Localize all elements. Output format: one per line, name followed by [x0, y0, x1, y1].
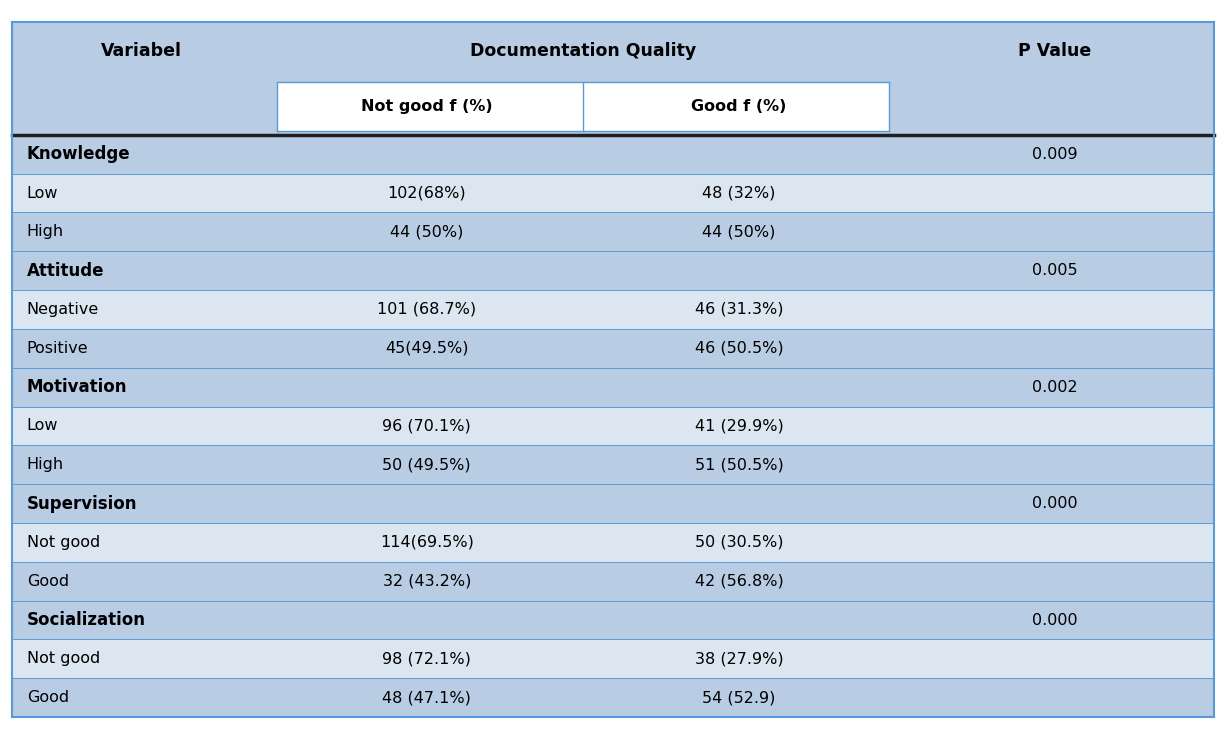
Text: Attitude: Attitude — [27, 261, 104, 279]
Text: 101 (68.7%): 101 (68.7%) — [378, 302, 477, 317]
Text: Supervision: Supervision — [27, 495, 137, 512]
Text: 96 (70.1%): 96 (70.1%) — [383, 418, 471, 433]
Text: 54 (52.9): 54 (52.9) — [702, 690, 776, 705]
Text: High: High — [27, 457, 64, 472]
Text: 32 (43.2%): 32 (43.2%) — [383, 574, 471, 589]
Text: 41 (29.9%): 41 (29.9%) — [695, 418, 783, 433]
Bar — [12, 678, 1214, 717]
Text: 42 (56.8%): 42 (56.8%) — [695, 574, 783, 589]
Text: 44 (50%): 44 (50%) — [702, 224, 776, 239]
Text: 0.005: 0.005 — [1032, 263, 1078, 278]
Text: 38 (27.9%): 38 (27.9%) — [695, 651, 783, 666]
Bar — [12, 562, 1214, 601]
Text: Documentation Quality: Documentation Quality — [470, 42, 696, 60]
Text: 45(49.5%): 45(49.5%) — [385, 341, 468, 356]
Text: Negative: Negative — [27, 302, 99, 317]
Text: Not good: Not good — [27, 535, 101, 550]
Text: Good: Good — [27, 690, 69, 705]
Text: 48 (32%): 48 (32%) — [702, 185, 776, 200]
Bar — [12, 251, 1214, 290]
Bar — [277, 82, 889, 131]
Text: 51 (50.5%): 51 (50.5%) — [695, 457, 783, 472]
Text: 44 (50%): 44 (50%) — [390, 224, 463, 239]
Bar — [12, 601, 1214, 639]
Text: 0.009: 0.009 — [1032, 146, 1078, 161]
Text: 50 (49.5%): 50 (49.5%) — [383, 457, 471, 472]
Bar — [12, 290, 1214, 329]
Bar — [12, 212, 1214, 251]
Bar — [12, 329, 1214, 368]
Bar — [12, 639, 1214, 678]
Bar — [12, 134, 1214, 173]
Text: P Value: P Value — [1018, 42, 1091, 60]
Text: 0.000: 0.000 — [1032, 613, 1078, 627]
Text: 0.002: 0.002 — [1032, 379, 1078, 394]
Bar — [12, 406, 1214, 445]
Text: Knowledge: Knowledge — [27, 145, 130, 163]
Text: Socialization: Socialization — [27, 611, 146, 629]
Text: Variabel: Variabel — [101, 42, 181, 60]
Text: Good: Good — [27, 574, 69, 589]
Text: 102(68%): 102(68%) — [387, 185, 466, 200]
Text: 50 (30.5%): 50 (30.5%) — [695, 535, 783, 550]
Text: Not good f (%): Not good f (%) — [360, 99, 493, 114]
Text: 46 (50.5%): 46 (50.5%) — [695, 341, 783, 356]
Text: 0.000: 0.000 — [1032, 496, 1078, 511]
Bar — [12, 368, 1214, 406]
Text: Positive: Positive — [27, 341, 88, 356]
Text: Low: Low — [27, 185, 58, 200]
Bar — [12, 523, 1214, 562]
Text: High: High — [27, 224, 64, 239]
Bar — [12, 484, 1214, 523]
Text: Not good: Not good — [27, 651, 101, 666]
Text: 114(69.5%): 114(69.5%) — [380, 535, 473, 550]
Text: 98 (72.1%): 98 (72.1%) — [383, 651, 471, 666]
Text: 48 (47.1%): 48 (47.1%) — [383, 690, 471, 705]
Bar — [12, 445, 1214, 484]
Text: Good f (%): Good f (%) — [691, 99, 787, 114]
Text: 46 (31.3%): 46 (31.3%) — [695, 302, 783, 317]
Text: Motivation: Motivation — [27, 378, 128, 396]
Bar — [12, 78, 1214, 134]
Bar — [12, 173, 1214, 212]
Text: Low: Low — [27, 418, 58, 433]
Bar — [12, 22, 1214, 78]
